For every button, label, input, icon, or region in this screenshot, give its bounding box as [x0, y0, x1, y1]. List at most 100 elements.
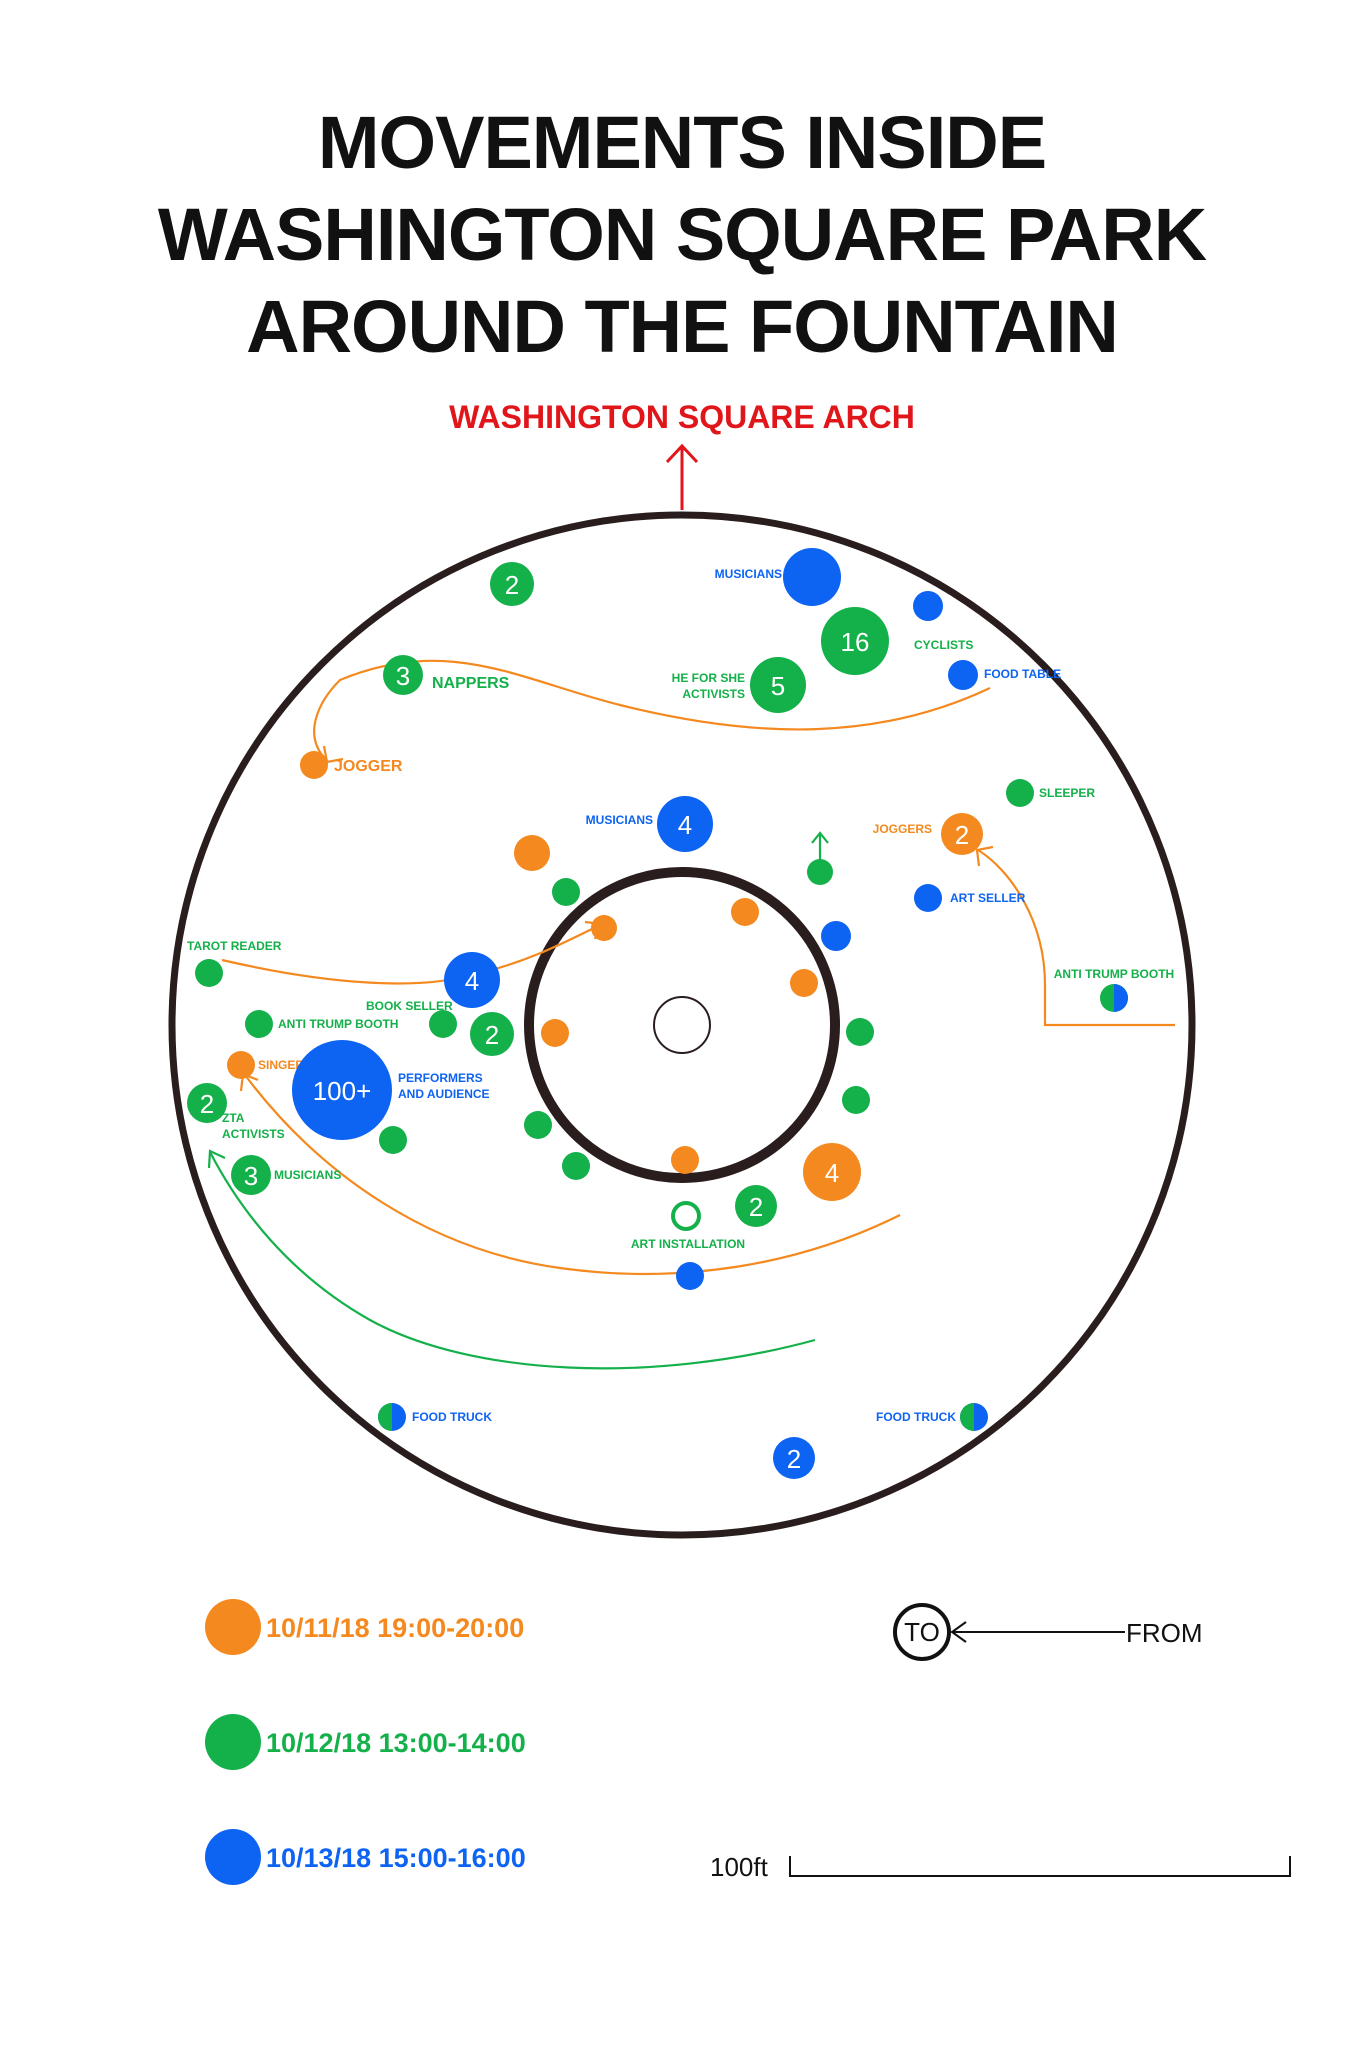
legend-item-oct12: 10/12/18 13:00-14:00 — [205, 1714, 526, 1770]
dot — [842, 1086, 870, 1114]
marker-food-table: FOOD TABLE — [948, 660, 1061, 690]
marker-count: 100+ — [313, 1076, 372, 1106]
movement-key: TO FROM — [893, 1603, 1203, 1661]
marker-nappers: 3 NAPPERS — [383, 655, 510, 695]
marker-label: PERFORMERS AND AUDIENCE — [398, 1071, 490, 1101]
scale-label: 100ft — [710, 1852, 769, 1882]
marker-jogger: JOGGER — [300, 751, 403, 779]
marker-count: 2 — [787, 1444, 801, 1474]
dot — [821, 921, 851, 951]
marker-2-blue-bottom: 2 — [773, 1437, 815, 1479]
marker-2-top: 2 — [490, 562, 534, 606]
marker-label: JOGGER — [334, 758, 403, 775]
marker-count: 2 — [955, 820, 969, 850]
marker-label: TAROT READER — [187, 939, 282, 953]
marker-count: 4 — [678, 810, 692, 840]
marker-4-blue: 4 — [444, 952, 500, 1008]
marker-count: 2 — [749, 1192, 763, 1222]
key-to-label: TO — [904, 1617, 940, 1647]
dot — [379, 1126, 407, 1154]
dot — [562, 1152, 590, 1180]
marker-tarot: TAROT READER — [187, 939, 282, 987]
marker-count: 4 — [465, 966, 479, 996]
legend-item-oct13: 10/13/18 15:00-16:00 — [205, 1829, 526, 1885]
marker-count: 3 — [396, 661, 410, 691]
path-to-zta-arrowhead-icon — [207, 1149, 226, 1169]
marker-cyclists: CYCLISTS — [913, 591, 973, 652]
marker-count: 4 — [825, 1158, 839, 1188]
marker-musicians-3: 3 MUSICIANS — [231, 1155, 341, 1195]
fountain-dots — [379, 835, 874, 1290]
title-line-1: MOVEMENTS INSIDE — [318, 101, 1046, 184]
path-to-joggers-arrowhead-icon — [975, 845, 994, 867]
path-to-singer — [244, 1074, 901, 1275]
path-to-joggers — [977, 849, 1175, 1027]
marker-label: FOOD TRUCK — [412, 1410, 492, 1424]
marker-musicians-top: MUSICIANS — [715, 548, 841, 606]
markers: 2 MUSICIANS 16 CYCLISTS FOOD TABLE 5 HE … — [187, 548, 1174, 1479]
park-boundary — [168, 511, 1196, 1539]
title-line-3: AROUND THE FOUNTAIN — [246, 285, 1118, 368]
key-from-label: FROM — [1126, 1618, 1203, 1648]
marker-label: NAPPERS — [432, 675, 510, 692]
dot — [846, 1018, 874, 1046]
marker-art-seller: ART SELLER — [914, 884, 1026, 912]
marker-label: FOOD TABLE — [984, 667, 1061, 681]
marker-2-bottom: 2 — [735, 1185, 777, 1227]
marker-count: 2 — [485, 1020, 499, 1050]
arch-label: WASHINGTON SQUARE ARCH — [449, 399, 915, 435]
marker-label: ART INSTALLATION — [631, 1237, 745, 1251]
key-to-circle — [893, 1603, 951, 1661]
marker-label: MUSICIANS — [715, 567, 782, 581]
marker-label: MUSICIANS — [274, 1168, 341, 1182]
marker-label: FOOD TRUCK — [876, 1410, 956, 1424]
marker-heforshe: 5 HE FOR SHE ACTIVISTS — [672, 657, 806, 713]
scale-bar: 100ft — [710, 1852, 1291, 1882]
marker-label: ANTI TRUMP BOOTH — [278, 1017, 398, 1031]
path-green-up-arrowhead-icon — [811, 831, 829, 844]
key-arrowhead-icon — [950, 1621, 967, 1643]
marker-label: HE FOR SHE ACTIVISTS — [672, 671, 745, 701]
movement-paths — [207, 659, 1175, 1370]
marker-label: ZTA ACTIVISTS — [222, 1111, 285, 1141]
page-title: MOVEMENTS INSIDE WASHINGTON SQUARE PARK … — [158, 101, 1208, 368]
dot — [790, 969, 818, 997]
marker-16: 16 — [821, 607, 889, 675]
marker-label: SINGER — [258, 1058, 304, 1072]
marker-art-installation: ART INSTALLATION — [631, 1201, 745, 1251]
marker-count: 16 — [841, 627, 870, 657]
legend-label: 10/11/18 19:00-20:00 — [266, 1613, 524, 1643]
marker-food-truck-right: FOOD TRUCK — [876, 1403, 988, 1431]
marker-count: 2 — [505, 570, 519, 600]
marker-sleeper: SLEEPER — [1006, 779, 1095, 807]
marker-musicians-4: 4 MUSICIANS — [586, 796, 713, 852]
legend: 10/11/18 19:00-20:00 10/12/18 13:00-14:0… — [205, 1599, 526, 1885]
marker-zta: 2 ZTA ACTIVISTS — [187, 1083, 285, 1141]
marker-count: 2 — [200, 1089, 214, 1119]
dot — [552, 878, 580, 906]
path-to-zta — [209, 1151, 816, 1370]
dot — [524, 1111, 552, 1139]
marker-label: CYCLISTS — [914, 638, 973, 652]
marker-count: 5 — [771, 671, 785, 701]
marker-label: MUSICIANS — [586, 813, 653, 827]
dot — [541, 1019, 569, 1047]
marker-performers: 100+ PERFORMERS AND AUDIENCE — [292, 1040, 490, 1140]
marker-label: BOOK SELLER — [366, 999, 453, 1013]
marker-label: JOGGERS — [873, 822, 932, 836]
dot — [676, 1262, 704, 1290]
marker-label: ANTI TRUMP BOOTH — [1054, 967, 1174, 981]
marker-anti-trump-left: ANTI TRUMP BOOTH — [245, 1010, 398, 1038]
marker-label: ART SELLER — [950, 891, 1026, 905]
marker-label: SLEEPER — [1039, 786, 1095, 800]
legend-label: 10/12/18 13:00-14:00 — [266, 1728, 526, 1758]
dot — [807, 859, 833, 885]
dot — [671, 1146, 699, 1174]
dot — [731, 898, 759, 926]
scale-line — [789, 1856, 1291, 1877]
fountain-center — [653, 996, 711, 1054]
path-jogger — [313, 659, 991, 763]
marker-4-orange: 4 — [803, 1143, 861, 1201]
marker-book-seller: BOOK SELLER — [366, 999, 457, 1038]
